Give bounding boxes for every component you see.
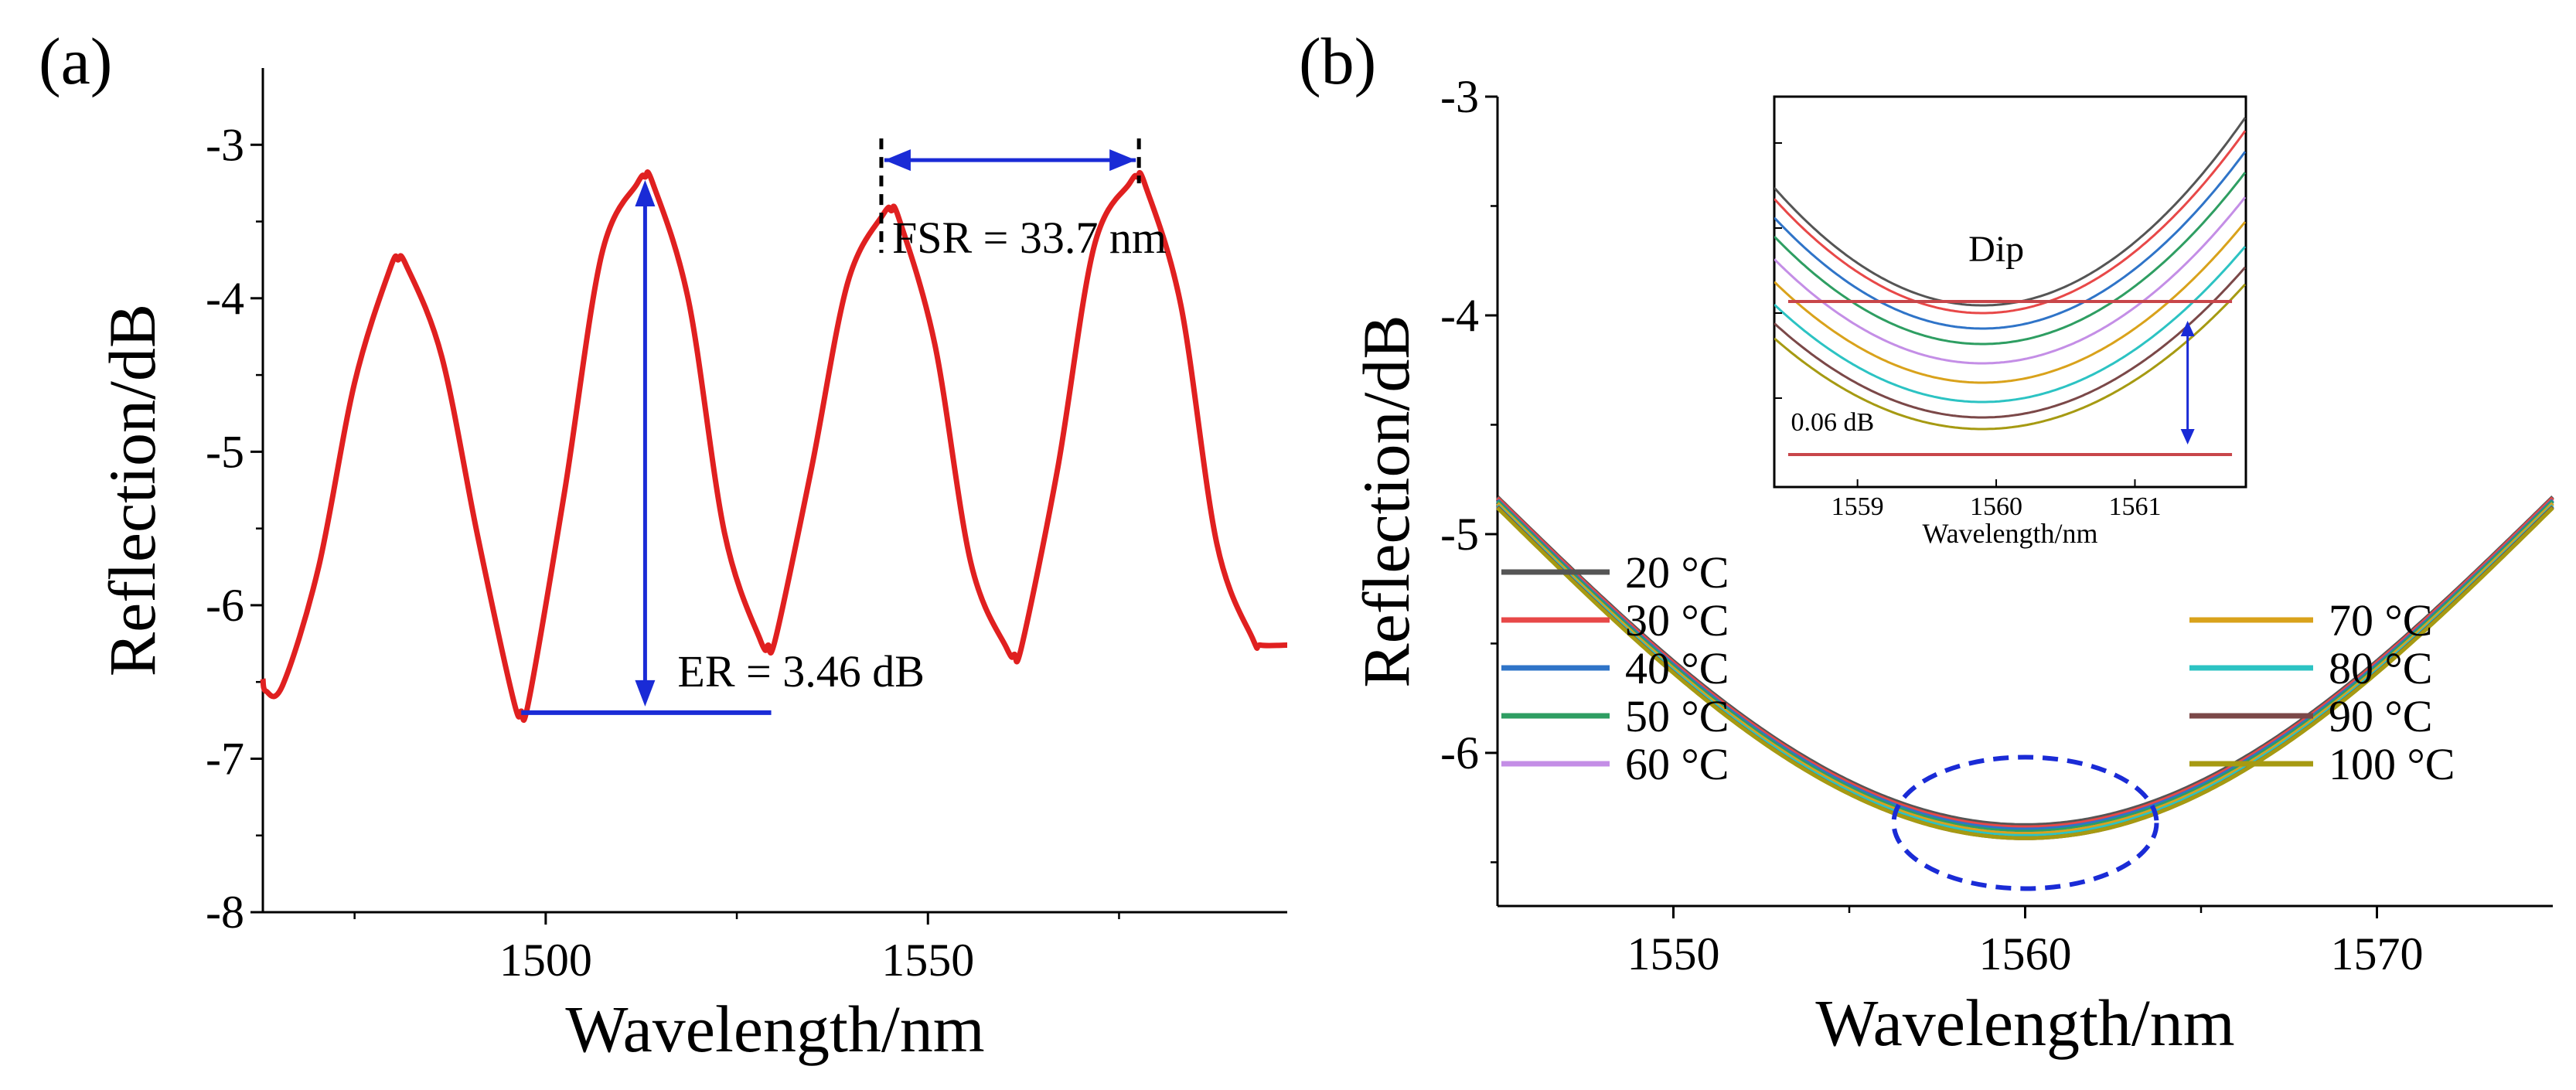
- inset-line-5: [1774, 221, 2246, 384]
- panel-a: (a) -8 -7 -6 -5 -4 -3 1500 1550 Wavelength/nm Refl…: [39, 24, 1288, 1066]
- panel-b: (b) -6 -5 -4 -3 1550 1560 1570 Wavelength/nm Refl…: [1299, 24, 2554, 1060]
- panel-a-label: (a): [39, 24, 112, 98]
- panel-a-y-axis-title: Reflection/dB: [95, 304, 169, 676]
- panel-b-y-tick-label: -3: [1440, 71, 1479, 122]
- inset-line-0: [1774, 117, 2246, 307]
- inset-delta-arrowhead-bottom: [2180, 429, 2195, 445]
- panel-a-x-axis-title: Wavelength/nm: [565, 992, 984, 1066]
- legend-label-7: 90 °C: [2329, 691, 2432, 741]
- fsr-arrowhead-right: [1109, 149, 1136, 172]
- inset-line-8: [1774, 283, 2246, 431]
- inset-line-4: [1774, 196, 2246, 365]
- legend-label-4: 60 °C: [1625, 739, 1729, 789]
- panel-a-x-tick-label: 1550: [881, 935, 974, 986]
- panel-b-y-axis-title: Reflection/dB: [1349, 315, 1423, 687]
- panel-b-x-axis-title: Wavelength/nm: [1815, 986, 2234, 1060]
- panel-b-x-tick-label: 1550: [1627, 928, 1720, 979]
- inset-x-axis-title: Wavelength/nm: [1922, 518, 2097, 549]
- inset-delta-arrowhead-top: [2180, 321, 2195, 336]
- inset-line-7: [1774, 266, 2246, 419]
- fsr-arrowhead-left: [884, 149, 911, 172]
- inset-dip-label: Dip: [1968, 229, 2024, 270]
- panel-b-y-tick-label: -6: [1440, 727, 1479, 778]
- er-arrowhead-bottom: [635, 680, 656, 707]
- panel-a-y-tick-label: -7: [206, 733, 244, 784]
- inset-line-2: [1774, 151, 2246, 330]
- inset-line-1: [1774, 130, 2246, 315]
- legend-label-2: 40 °C: [1625, 643, 1729, 693]
- panel-a-y-tick-label: -5: [206, 426, 244, 477]
- panel-b-line-8: [1496, 506, 2554, 840]
- inset-line-6: [1774, 246, 2246, 404]
- panel-a-y-tick-label: -6: [206, 580, 244, 631]
- panel-a-reflection-line: [260, 169, 1288, 723]
- panel-a-y-tick-label: -4: [206, 273, 244, 324]
- inset-x-tick-label: 1560: [1970, 492, 2022, 521]
- inset-x-tick-label: 1561: [2108, 492, 2161, 521]
- panel-b-label: (b): [1299, 24, 1376, 98]
- inset-delta-label: 0.06 dB: [1791, 408, 1875, 437]
- inset-frame: [1773, 95, 2247, 489]
- panel-b-y-tick-label: -4: [1440, 290, 1479, 341]
- legend-label-6: 80 °C: [2329, 643, 2432, 693]
- panel-a-x-tick-label: 1500: [499, 935, 592, 986]
- legend-label-3: 50 °C: [1625, 691, 1729, 741]
- er-arrowhead-top: [635, 179, 656, 206]
- er-label: ER = 3.46 dB: [677, 646, 925, 697]
- legend-label-0: 20 °C: [1625, 547, 1729, 598]
- inset-curves: [1774, 117, 2246, 431]
- legend-label-8: 100 °C: [2329, 739, 2455, 789]
- panel-b-x-tick-label: 1560: [1979, 928, 2072, 979]
- panel-a-y-tick-label: -3: [206, 119, 244, 170]
- legend-label-1: 30 °C: [1625, 595, 1729, 645]
- panel-b-y-tick-label: -5: [1440, 509, 1479, 560]
- fsr-label: FSR = 33.7 nm: [892, 213, 1167, 263]
- legend-label-5: 70 °C: [2329, 595, 2432, 645]
- panel-b-x-tick-label: 1570: [2331, 928, 2424, 979]
- inset-x-tick-label: 1559: [1831, 492, 1884, 521]
- dip-highlight-ellipse: [1891, 754, 2159, 891]
- panel-a-y-tick-label: -8: [206, 887, 244, 938]
